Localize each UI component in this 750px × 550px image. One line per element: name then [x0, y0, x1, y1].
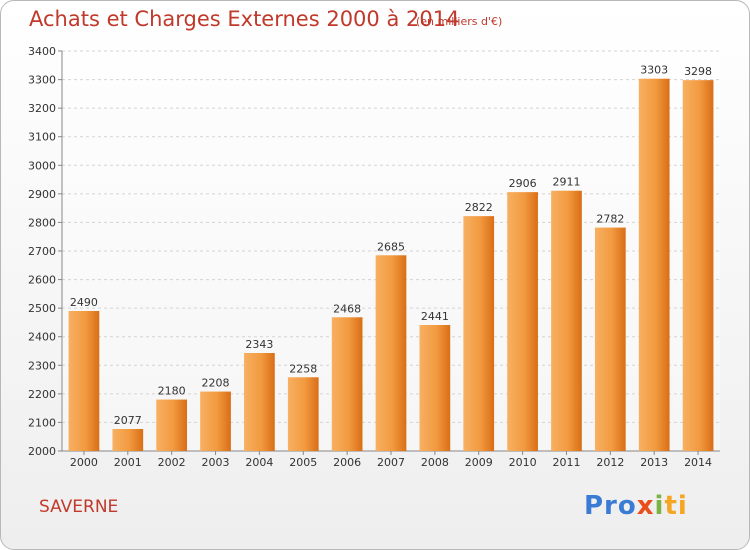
proxiti-logo: Proxiti: [584, 491, 688, 521]
y-tick-label: 3200: [28, 102, 56, 115]
y-tick-label: 2400: [28, 331, 56, 344]
bar-2002: [156, 399, 188, 451]
bar-2007: [375, 255, 407, 451]
data-label: 2077: [114, 414, 142, 427]
y-tick-label: 2200: [28, 388, 56, 401]
x-tick-label: 2006: [333, 456, 361, 469]
bar-2005: [287, 377, 319, 451]
y-tick-label: 2800: [28, 216, 56, 229]
bar-2010: [507, 192, 538, 451]
x-tick-label: 2013: [640, 456, 668, 469]
data-label: 2490: [70, 296, 98, 309]
data-label: 2822: [465, 201, 493, 214]
data-label: 2258: [289, 362, 317, 375]
x-tick-label: 2005: [289, 456, 317, 469]
data-label: 2441: [421, 310, 449, 323]
bar-2011: [551, 190, 582, 451]
bar-2003: [200, 391, 231, 451]
data-label: 2180: [158, 385, 186, 398]
data-label: 3298: [684, 65, 712, 78]
x-tick-label: 2009: [465, 456, 493, 469]
x-tick-label: 2000: [70, 456, 98, 469]
data-label: 2343: [245, 338, 273, 351]
bar-2006: [331, 317, 363, 451]
y-tick-label: 2600: [28, 274, 56, 287]
bar-2000: [68, 311, 100, 451]
y-tick-label: 2100: [28, 416, 56, 429]
y-tick-label: 2500: [28, 302, 56, 315]
data-label: 3303: [640, 64, 668, 77]
bar-2012: [594, 227, 626, 451]
y-tick-label: 3300: [28, 74, 56, 87]
x-tick-label: 2012: [596, 456, 624, 469]
data-label: 2685: [377, 240, 405, 253]
y-tick-label: 2900: [28, 188, 56, 201]
bar-2008: [419, 325, 451, 451]
chart-subtitle: (en milliers d'€): [416, 15, 503, 28]
x-tick-label: 2011: [552, 456, 580, 469]
y-tick-label: 3400: [28, 45, 56, 58]
bar-2014: [682, 80, 714, 452]
data-label: 2911: [552, 176, 580, 189]
x-tick-label: 2008: [421, 456, 449, 469]
data-label: 2782: [596, 213, 624, 226]
y-tick-label: 3000: [28, 159, 56, 172]
x-tick-label: 2001: [114, 456, 142, 469]
bar-2009: [463, 216, 495, 451]
x-tick-label: 2010: [509, 456, 537, 469]
y-tick-label: 2300: [28, 359, 56, 372]
x-tick-label: 2014: [684, 456, 712, 469]
x-tick-label: 2004: [245, 456, 273, 469]
y-tick-label: 3100: [28, 131, 56, 144]
data-label: 2468: [333, 302, 361, 315]
chart-title: Achats et Charges Externes 2000 à 2014: [29, 7, 460, 31]
bar-2001: [112, 429, 144, 451]
x-tick-label: 2003: [202, 456, 230, 469]
place-name: SAVERNE: [39, 497, 119, 517]
bar-2004: [244, 353, 275, 451]
data-label: 2906: [509, 177, 537, 190]
data-label: 2208: [202, 377, 230, 390]
y-tick-label: 2000: [28, 445, 56, 458]
bar-2013: [638, 78, 670, 451]
x-tick-label: 2002: [158, 456, 186, 469]
y-tick-label: 2700: [28, 245, 56, 258]
x-tick-label: 2007: [377, 456, 405, 469]
